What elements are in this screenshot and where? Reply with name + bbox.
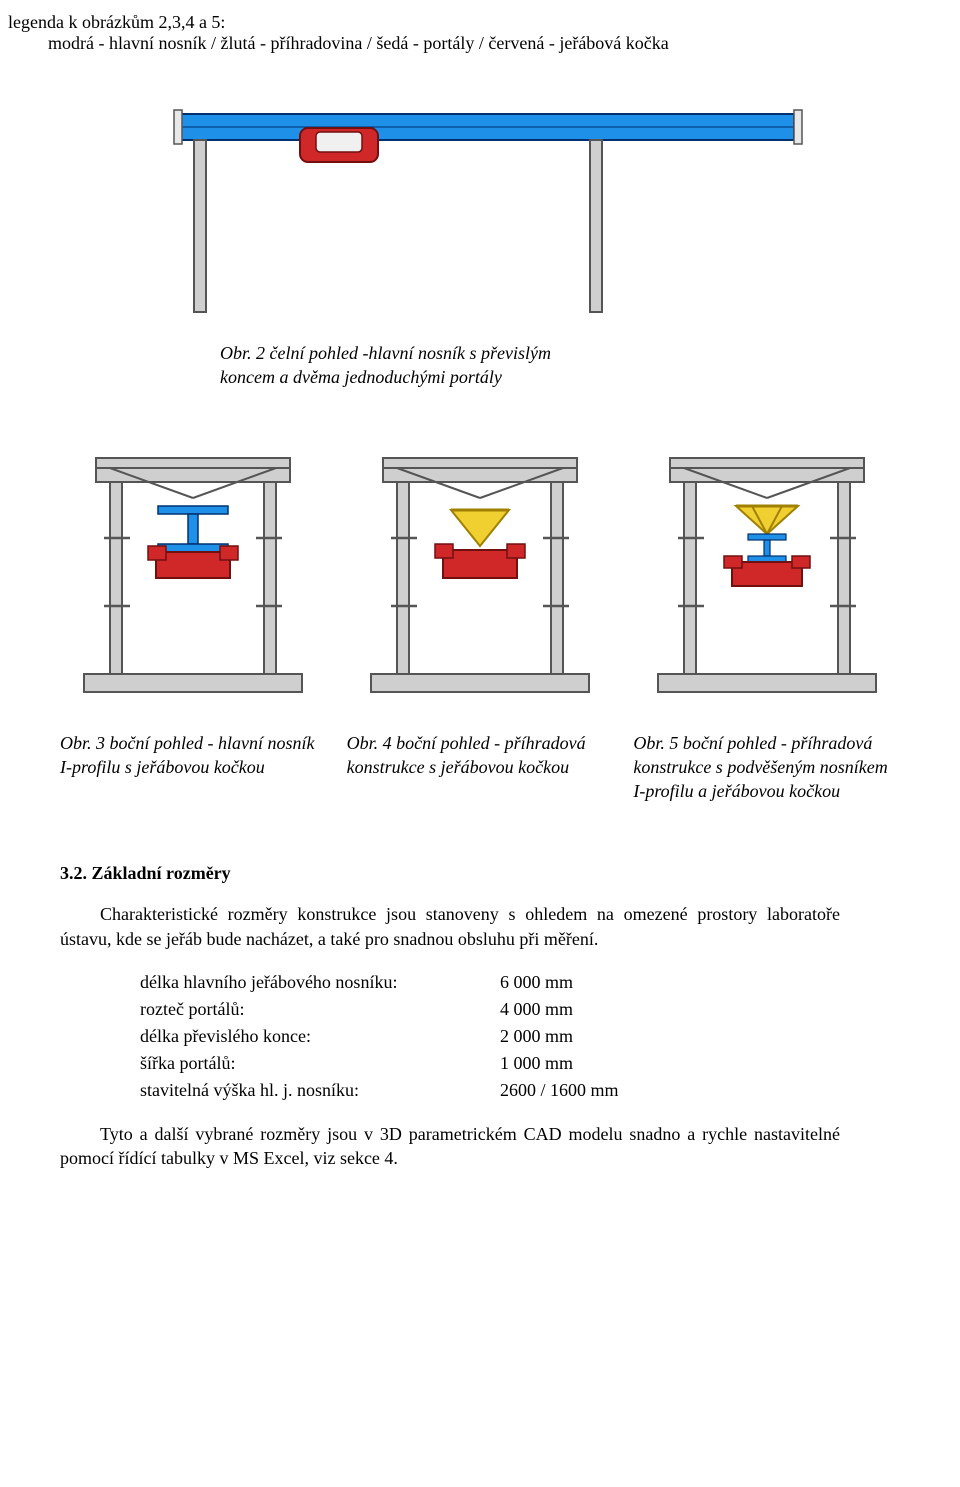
dimension-label: stavitelná výška hl. j. nosníku: bbox=[140, 1077, 500, 1104]
figure-5 bbox=[633, 438, 900, 703]
dimension-row: délka převislého konce:2 000 mm bbox=[140, 1023, 700, 1050]
dimension-value: 4 000 mm bbox=[500, 996, 700, 1023]
dimension-value: 6 000 mm bbox=[500, 969, 700, 996]
figure-3-caption: Obr. 3 boční pohled - hlavní nosník I-pr… bbox=[60, 731, 327, 804]
dimension-value: 2600 / 1600 mm bbox=[500, 1077, 700, 1104]
legend-line2: modrá - hlavní nosník / žlutá - příhrado… bbox=[48, 33, 900, 54]
figure-3 bbox=[60, 438, 327, 703]
figure-4 bbox=[347, 438, 614, 703]
paragraph-2: Tyto a další vybrané rozměry jsou v 3D p… bbox=[60, 1122, 840, 1171]
dimension-label: délka hlavního jeřábového nosníku: bbox=[140, 969, 500, 996]
figures-3-4-5-captions: Obr. 3 boční pohled - hlavní nosník I-pr… bbox=[60, 731, 900, 804]
dimension-label: délka převislého konce: bbox=[140, 1023, 500, 1050]
dimension-row: rozteč portálů:4 000 mm bbox=[140, 996, 700, 1023]
dimension-row: stavitelná výška hl. j. nosníku:2600 / 1… bbox=[140, 1077, 700, 1104]
dimension-value: 1 000 mm bbox=[500, 1050, 700, 1077]
dimension-row: délka hlavního jeřábového nosníku:6 000 … bbox=[140, 969, 700, 996]
dimension-label: rozteč portálů: bbox=[140, 996, 500, 1023]
paragraph-1: Charakteristické rozměry konstrukce jsou… bbox=[60, 902, 840, 951]
figures-3-4-5-row bbox=[60, 438, 900, 703]
legend-line1: legenda k obrázkům 2,3,4 a 5: bbox=[8, 12, 900, 33]
dimension-label: šířka portálů: bbox=[140, 1050, 500, 1077]
figure-2-caption: Obr. 2 čelní pohled -hlavní nosník s pře… bbox=[220, 341, 900, 390]
dimensions-table: délka hlavního jeřábového nosníku:6 000 … bbox=[140, 969, 700, 1104]
dimension-value: 2 000 mm bbox=[500, 1023, 700, 1050]
figure-5-caption: Obr. 5 boční pohled - příhradová konstru… bbox=[633, 731, 900, 804]
section-heading: 3.2. Základní rozměry bbox=[60, 863, 900, 884]
figure-2 bbox=[170, 104, 900, 319]
dimension-row: šířka portálů:1 000 mm bbox=[140, 1050, 700, 1077]
figure-2-svg bbox=[170, 104, 810, 314]
figure-4-caption: Obr. 4 boční pohled - příhradová konstru… bbox=[347, 731, 614, 804]
